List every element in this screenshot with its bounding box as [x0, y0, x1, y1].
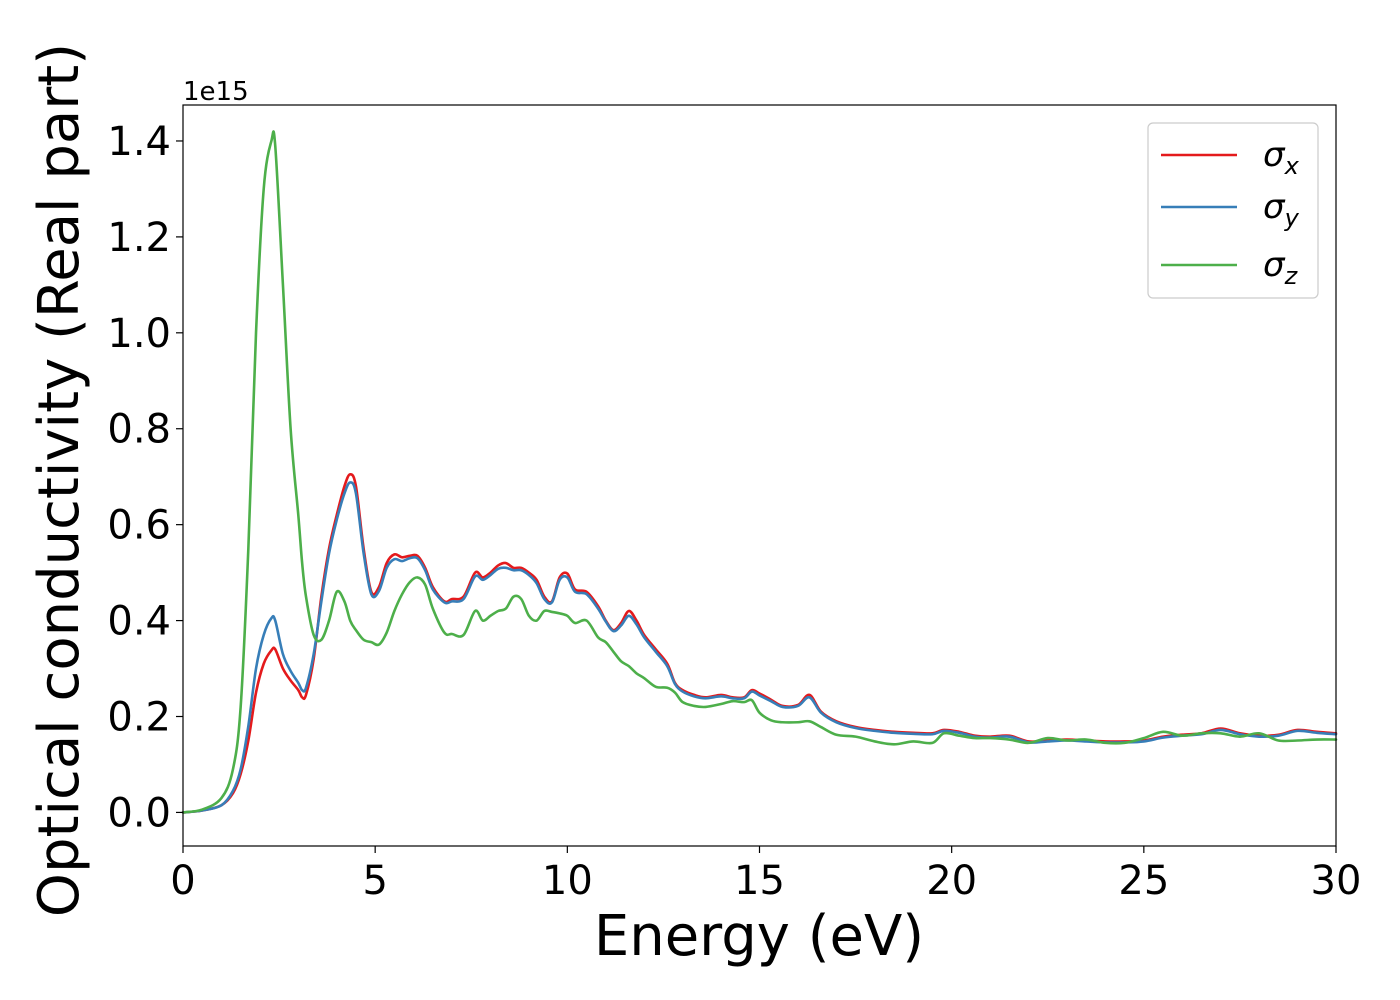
x-tick-label: 10: [542, 858, 593, 904]
x-axis: 0 5 10 15 20 25 30: [170, 846, 1361, 904]
legend-label-x: σx: [1263, 135, 1300, 180]
y-offset-label: 1e15: [183, 77, 249, 107]
series-line-z: [181, 130, 1338, 814]
legend-label-z: σz: [1263, 245, 1299, 290]
x-tick-label: 30: [1311, 858, 1362, 904]
series-line-y: [181, 481, 1338, 814]
x-tick-label: 5: [362, 858, 387, 904]
y-tick-label: 0.4: [107, 599, 171, 645]
y-tick-label: 1.0: [107, 311, 171, 357]
y-axis: 0.0 0.2 0.4 0.6 0.8 1.0 1.2 1.4: [107, 119, 183, 836]
y-tick-label: 0.8: [107, 407, 171, 453]
y-axis-title: Optical conductivity (Real part): [27, 43, 92, 917]
y-tick-label: 1.2: [107, 215, 171, 261]
legend: σx σy σz: [1147, 122, 1319, 299]
x-tick-label: 15: [734, 858, 785, 904]
x-tick-label: 20: [926, 858, 977, 904]
legend-label-y: σy: [1263, 187, 1300, 232]
y-tick-label: 1.4: [107, 119, 171, 165]
y-tick-label: 0.2: [107, 695, 171, 741]
y-tick-label: 0.6: [107, 503, 171, 549]
y-tick-label: 0.0: [107, 790, 171, 836]
x-tick-label: 0: [170, 858, 195, 904]
x-axis-title: Energy (eV): [594, 904, 924, 969]
plot-area: [183, 105, 1336, 846]
series-layer: [181, 130, 1338, 814]
legend-box: [1147, 122, 1319, 299]
x-tick-label: 25: [1118, 858, 1169, 904]
